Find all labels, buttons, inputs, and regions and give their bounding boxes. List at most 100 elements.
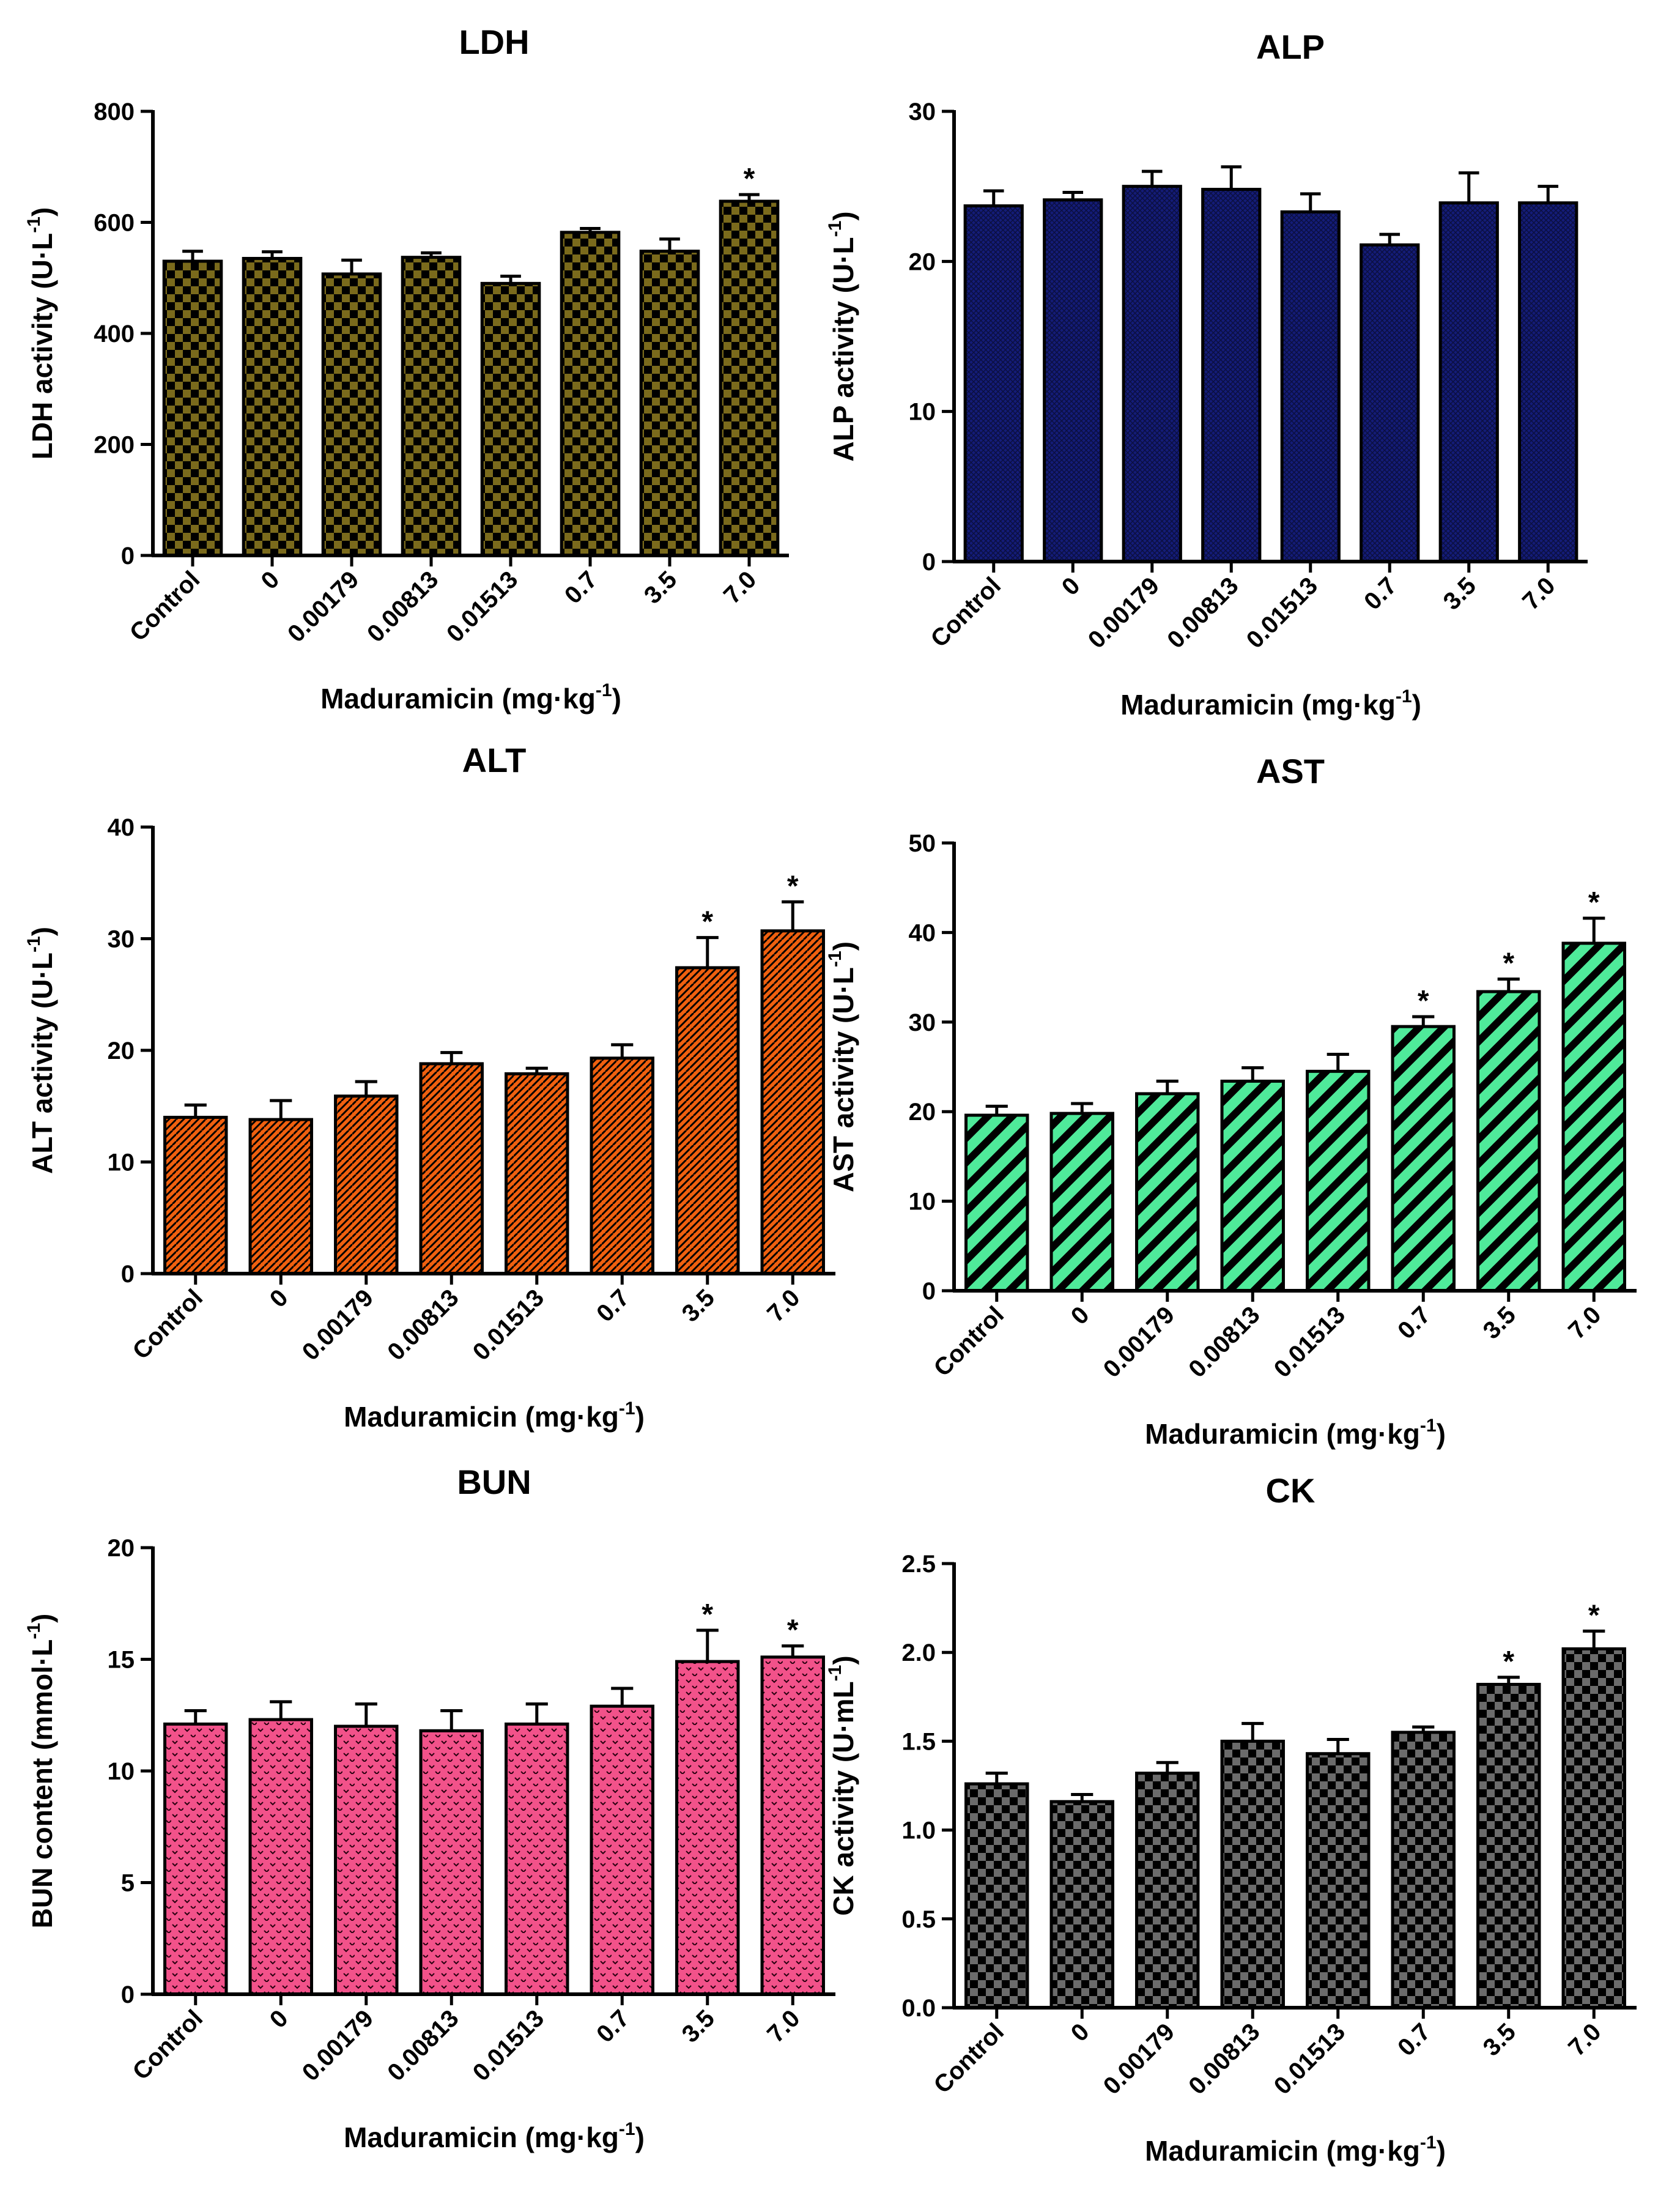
x-tick-label: 0 — [256, 566, 285, 595]
x-tick-label: 0.01513 — [1269, 2018, 1350, 2099]
x-tick-label: 0.00813 — [382, 1284, 464, 1365]
bar — [639, 250, 700, 557]
x-tick-label: 3.5 — [639, 566, 682, 609]
x-tick-label: 0.01513 — [468, 1284, 549, 1365]
y-tick-label: 800 — [94, 98, 135, 125]
bar — [1043, 198, 1103, 563]
x-tick-label: 0.00813 — [1183, 2018, 1265, 2099]
bar — [590, 1704, 654, 1996]
x-tick-label: 0.7 — [1359, 572, 1402, 615]
y-tick-label: 10 — [108, 1758, 135, 1785]
x-tick-label: 0.00179 — [1098, 2018, 1180, 2099]
x-tick-label: 0 — [265, 2005, 294, 2033]
y-tick-label: 20 — [108, 1535, 135, 1562]
y-tick-label: 30 — [909, 98, 936, 125]
x-axis-label: Maduramicin (mg·kg-1) — [1120, 686, 1421, 721]
significance-star: * — [1588, 1599, 1600, 1631]
bar — [505, 1072, 569, 1275]
y-tick-label: 1.0 — [901, 1817, 936, 1844]
bar — [419, 1062, 484, 1275]
significance-star: * — [1503, 948, 1514, 980]
bar — [1306, 1069, 1371, 1293]
x-tick-label: 7.0 — [719, 566, 761, 609]
bar — [1561, 1647, 1626, 2010]
y-tick-label: 1.5 — [901, 1728, 936, 1755]
y-tick-label: 40 — [108, 814, 135, 841]
x-tick-label: 7.0 — [1517, 572, 1560, 615]
x-tick-label: 3.5 — [1478, 1301, 1521, 1344]
x-tick-label: 0.00179 — [283, 566, 364, 647]
y-tick-label: 0 — [922, 549, 936, 576]
bar — [242, 256, 303, 557]
x-tick-label: 0.01513 — [442, 566, 523, 647]
significance-star: * — [787, 1614, 799, 1647]
x-axis-label: Maduramicin (mg·kg-1) — [344, 1398, 645, 1433]
x-tick-label: Control — [928, 1301, 1009, 1382]
x-tick-label: 0.7 — [1393, 1301, 1435, 1344]
x-tick-label: 0.01513 — [1241, 572, 1323, 653]
bar — [560, 231, 621, 557]
x-tick-label: 0 — [1066, 2018, 1095, 2047]
bar — [590, 1056, 654, 1275]
y-tick-label: 10 — [108, 1149, 135, 1176]
x-tick-label: 0.7 — [591, 1284, 634, 1327]
bar — [1518, 201, 1578, 563]
bar — [760, 929, 825, 1275]
bar — [1122, 185, 1182, 563]
x-tick-label: 0.00813 — [382, 2005, 464, 2086]
y-tick-label: 20 — [909, 248, 936, 275]
significance-star: * — [701, 906, 713, 938]
bar — [248, 1718, 313, 1996]
x-tick-label: 0.00813 — [1183, 1301, 1265, 1383]
x-tick-label: 3.5 — [1438, 572, 1481, 615]
bar — [1306, 1752, 1371, 2010]
x-tick-label: Control — [127, 1284, 208, 1365]
x-tick-label: 0.01513 — [1269, 1301, 1350, 1383]
y-tick-label: 5 — [121, 1870, 135, 1897]
x-tick-label: 0.7 — [591, 2005, 634, 2047]
y-tick-label: 0 — [121, 1981, 135, 2008]
y-axis-label: BUN content (mmol·L-1) — [24, 1614, 58, 1929]
bar — [760, 1655, 825, 1996]
bar — [1280, 210, 1341, 563]
bar — [334, 1094, 399, 1275]
significance-star: * — [1503, 1646, 1514, 1678]
x-tick-label: 3.5 — [1478, 2018, 1521, 2061]
x-tick-label: Control — [125, 566, 205, 647]
y-tick-label: 600 — [94, 210, 135, 237]
y-tick-label: 0.5 — [901, 1906, 936, 1933]
y-tick-label: 2.0 — [901, 1639, 936, 1666]
bar — [1438, 201, 1499, 563]
x-axis-label: Maduramicin (mg·kg-1) — [344, 2119, 645, 2153]
y-tick-label: 10 — [909, 399, 936, 426]
significance-star: * — [787, 870, 799, 902]
y-tick-label: 0 — [121, 1261, 135, 1288]
bar — [1135, 1772, 1200, 2010]
bar — [480, 281, 541, 557]
x-tick-label: 0.00179 — [297, 2005, 379, 2086]
x-tick-label: 0.00813 — [1162, 572, 1243, 653]
x-tick-label: 0.7 — [560, 566, 602, 609]
chart-title: ALT — [462, 741, 527, 779]
y-tick-label: 20 — [108, 1037, 135, 1064]
bar — [419, 1729, 484, 1996]
y-axis-label: ALT activity (U·L-1) — [24, 927, 58, 1174]
y-tick-label: 50 — [909, 830, 936, 857]
y-axis-label: LDH activity (U·L-1) — [24, 207, 58, 460]
bar — [1049, 1800, 1114, 2010]
significance-star: * — [744, 163, 755, 195]
chart-title: ALP — [1256, 28, 1325, 66]
bar — [1135, 1092, 1200, 1293]
bar — [1561, 941, 1626, 1293]
x-tick-label: 0.00179 — [1098, 1301, 1180, 1383]
x-tick-label: 0.7 — [1393, 2018, 1435, 2061]
y-tick-label: 0.0 — [901, 1995, 936, 2022]
y-tick-label: 15 — [108, 1647, 135, 1674]
bar — [1391, 1731, 1456, 2010]
x-axis-label: Maduramicin (mg·kg-1) — [320, 680, 621, 714]
